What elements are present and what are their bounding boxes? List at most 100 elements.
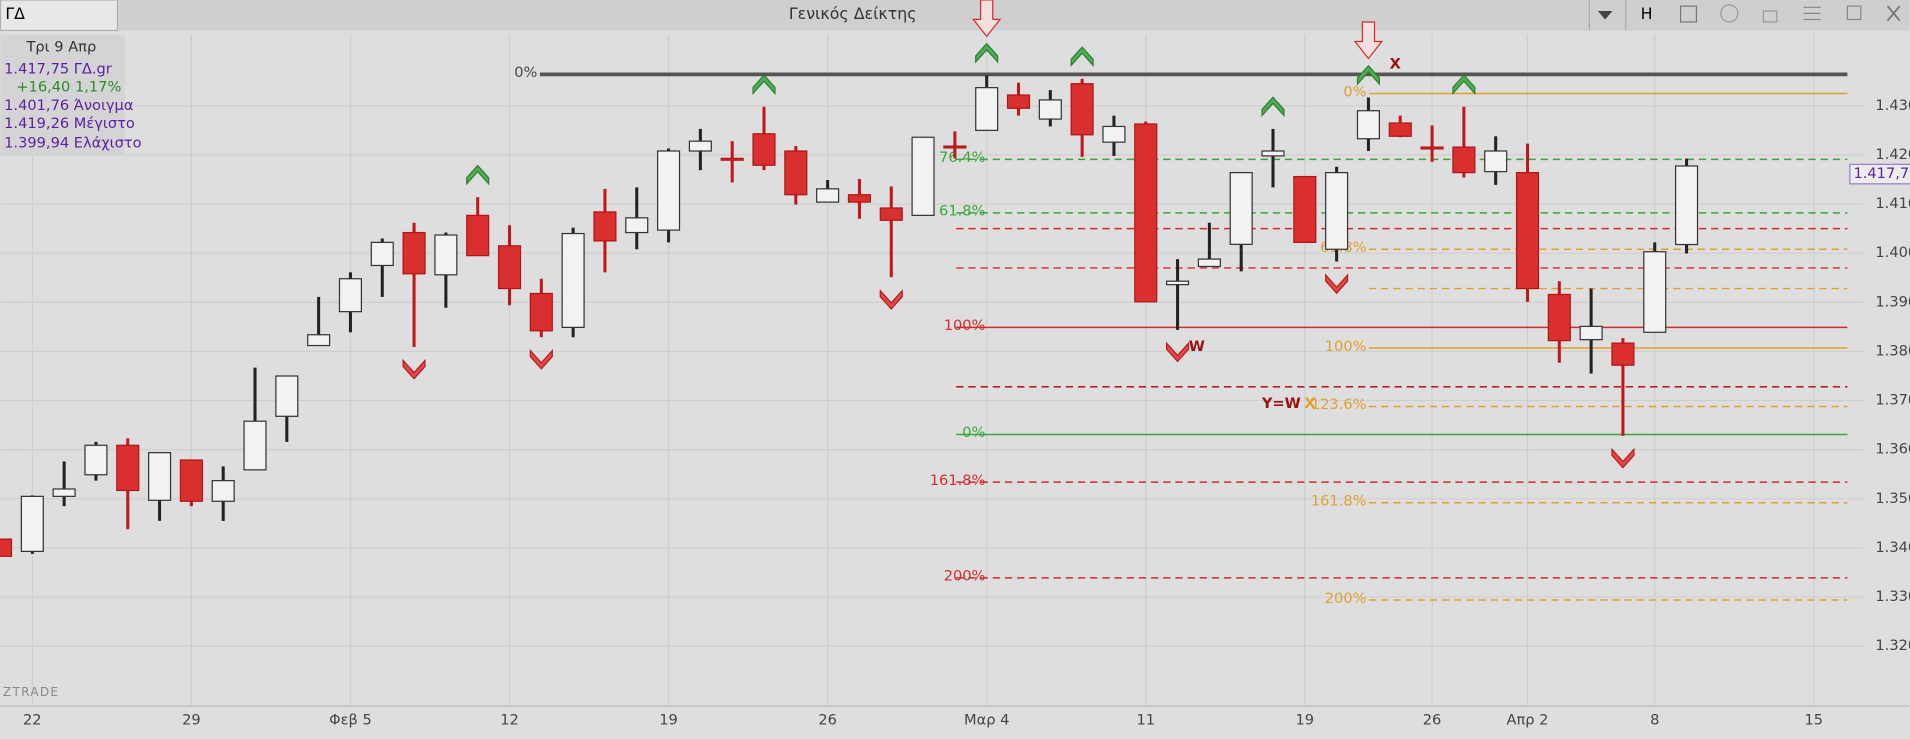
tab[interactable] xyxy=(0,0,118,32)
candle-body xyxy=(116,444,140,492)
candle-body xyxy=(1261,150,1285,157)
dropdown[interactable] xyxy=(1597,10,1613,20)
candle-body xyxy=(975,87,999,131)
candle-body xyxy=(84,444,108,476)
fib-label: 61.8% xyxy=(939,203,985,220)
y-tick-label: 1.400 xyxy=(1875,244,1910,261)
candle-body xyxy=(625,217,649,234)
candle-body xyxy=(879,207,903,221)
candle-body xyxy=(1388,122,1412,137)
info-box xyxy=(0,35,125,155)
icon[interactable] xyxy=(1679,5,1698,23)
info-last: 1.417,75 ΓΔ.gr xyxy=(4,60,112,77)
candle-body xyxy=(1674,165,1699,246)
candle-body xyxy=(1643,251,1667,333)
fib-label: 161.8% xyxy=(930,472,986,489)
info-change: +16,40 1,17% xyxy=(16,79,121,96)
alert-arrow xyxy=(972,0,1002,38)
candle-body xyxy=(434,234,458,276)
close-icon[interactable] xyxy=(1886,5,1901,22)
x-tick-label: Φεβ 5 xyxy=(329,712,372,729)
annotation: X xyxy=(1304,395,1315,412)
candle-body xyxy=(370,241,394,267)
info-date: Τρι 9 Απρ xyxy=(26,38,97,55)
fib-label: 161.8% xyxy=(1311,493,1367,510)
chart-title: Γενικός Δείκτης xyxy=(789,4,917,23)
info-low: 1.399,94 Ελάχιστο xyxy=(4,135,142,152)
candle-body xyxy=(1165,280,1190,286)
candle-body xyxy=(1134,123,1158,303)
candle-body xyxy=(275,375,299,417)
annotation: X xyxy=(1390,56,1401,73)
signal-down xyxy=(1611,447,1635,469)
x-tick-label: 8 xyxy=(1650,712,1659,729)
fib-label: 100% xyxy=(944,317,986,334)
candle-body xyxy=(1197,258,1221,268)
candle-body xyxy=(911,136,935,216)
x-tick-label: 26 xyxy=(1423,712,1442,729)
candle-body xyxy=(497,245,522,290)
candle-body xyxy=(816,188,840,203)
y-tick-label: 1.420 xyxy=(1875,146,1910,163)
y-tick-label: 1.370 xyxy=(1875,392,1910,409)
fib-label: 100% xyxy=(1325,338,1367,355)
signal-down xyxy=(529,349,553,370)
toolbar-button[interactable]: H xyxy=(1641,4,1653,23)
candle-body xyxy=(784,150,808,196)
candle-body xyxy=(1229,172,1253,245)
fib-label: 76.4% xyxy=(939,149,985,166)
candle-body xyxy=(720,157,744,161)
y-tick-label: 1.340 xyxy=(1875,539,1910,556)
tab-label: ΓΔ xyxy=(5,4,25,23)
watermark: ZTRADE xyxy=(3,685,59,699)
signal-up xyxy=(1356,64,1381,86)
candle-body xyxy=(307,334,331,347)
icon[interactable] xyxy=(1762,10,1778,23)
fib-label: 123.6% xyxy=(1311,396,1367,413)
signal-up xyxy=(1070,46,1094,67)
y-tick-label: 1.390 xyxy=(1875,293,1910,310)
signal-up xyxy=(466,164,490,186)
last-price-tag xyxy=(1849,163,1910,185)
alert-arrow xyxy=(1353,21,1384,60)
candle-body xyxy=(1547,293,1571,342)
candle-body xyxy=(1484,150,1508,173)
candle-body xyxy=(529,292,553,332)
candle-body xyxy=(1579,325,1603,341)
candle-body xyxy=(1515,172,1540,290)
icon[interactable] xyxy=(1846,5,1862,21)
info-open: 1.401,76 Άνοιγμα xyxy=(4,97,133,114)
candle-body xyxy=(211,480,235,502)
resistance-label: 0% xyxy=(514,64,537,81)
x-tick-label: 19 xyxy=(1296,712,1315,729)
candle-body xyxy=(1070,83,1094,136)
candle-body xyxy=(243,420,267,471)
signal-up xyxy=(1452,74,1476,95)
candle-body xyxy=(943,145,967,149)
annotation: W xyxy=(1189,338,1205,355)
x-tick-label: 19 xyxy=(659,712,678,729)
header-bar xyxy=(0,0,1910,31)
fib-label: 200% xyxy=(944,568,986,585)
x-tick-label: 26 xyxy=(818,712,837,729)
candle-body xyxy=(847,194,872,203)
x-tick-label: 11 xyxy=(1136,712,1155,729)
info-high: 1.419,26 Μέγιστο xyxy=(4,115,135,132)
x-tick-label: 22 xyxy=(23,712,42,729)
icon[interactable] xyxy=(1720,4,1739,23)
candle-body xyxy=(52,488,76,497)
icon[interactable] xyxy=(1803,6,1821,21)
fib-label: 0% xyxy=(962,424,985,441)
candle-body xyxy=(1038,99,1062,120)
candle-body xyxy=(688,140,712,152)
signal-down xyxy=(1165,341,1190,363)
y-tick-label: 1.430 xyxy=(1875,97,1910,114)
candle-body xyxy=(1611,342,1635,366)
y-tick-label: 1.330 xyxy=(1875,588,1910,605)
candle-body xyxy=(179,459,203,502)
x-tick-label: Απρ 2 xyxy=(1507,712,1549,729)
signal-down xyxy=(879,289,903,310)
signal-down xyxy=(402,358,426,380)
x-tick-label: 29 xyxy=(182,712,201,729)
